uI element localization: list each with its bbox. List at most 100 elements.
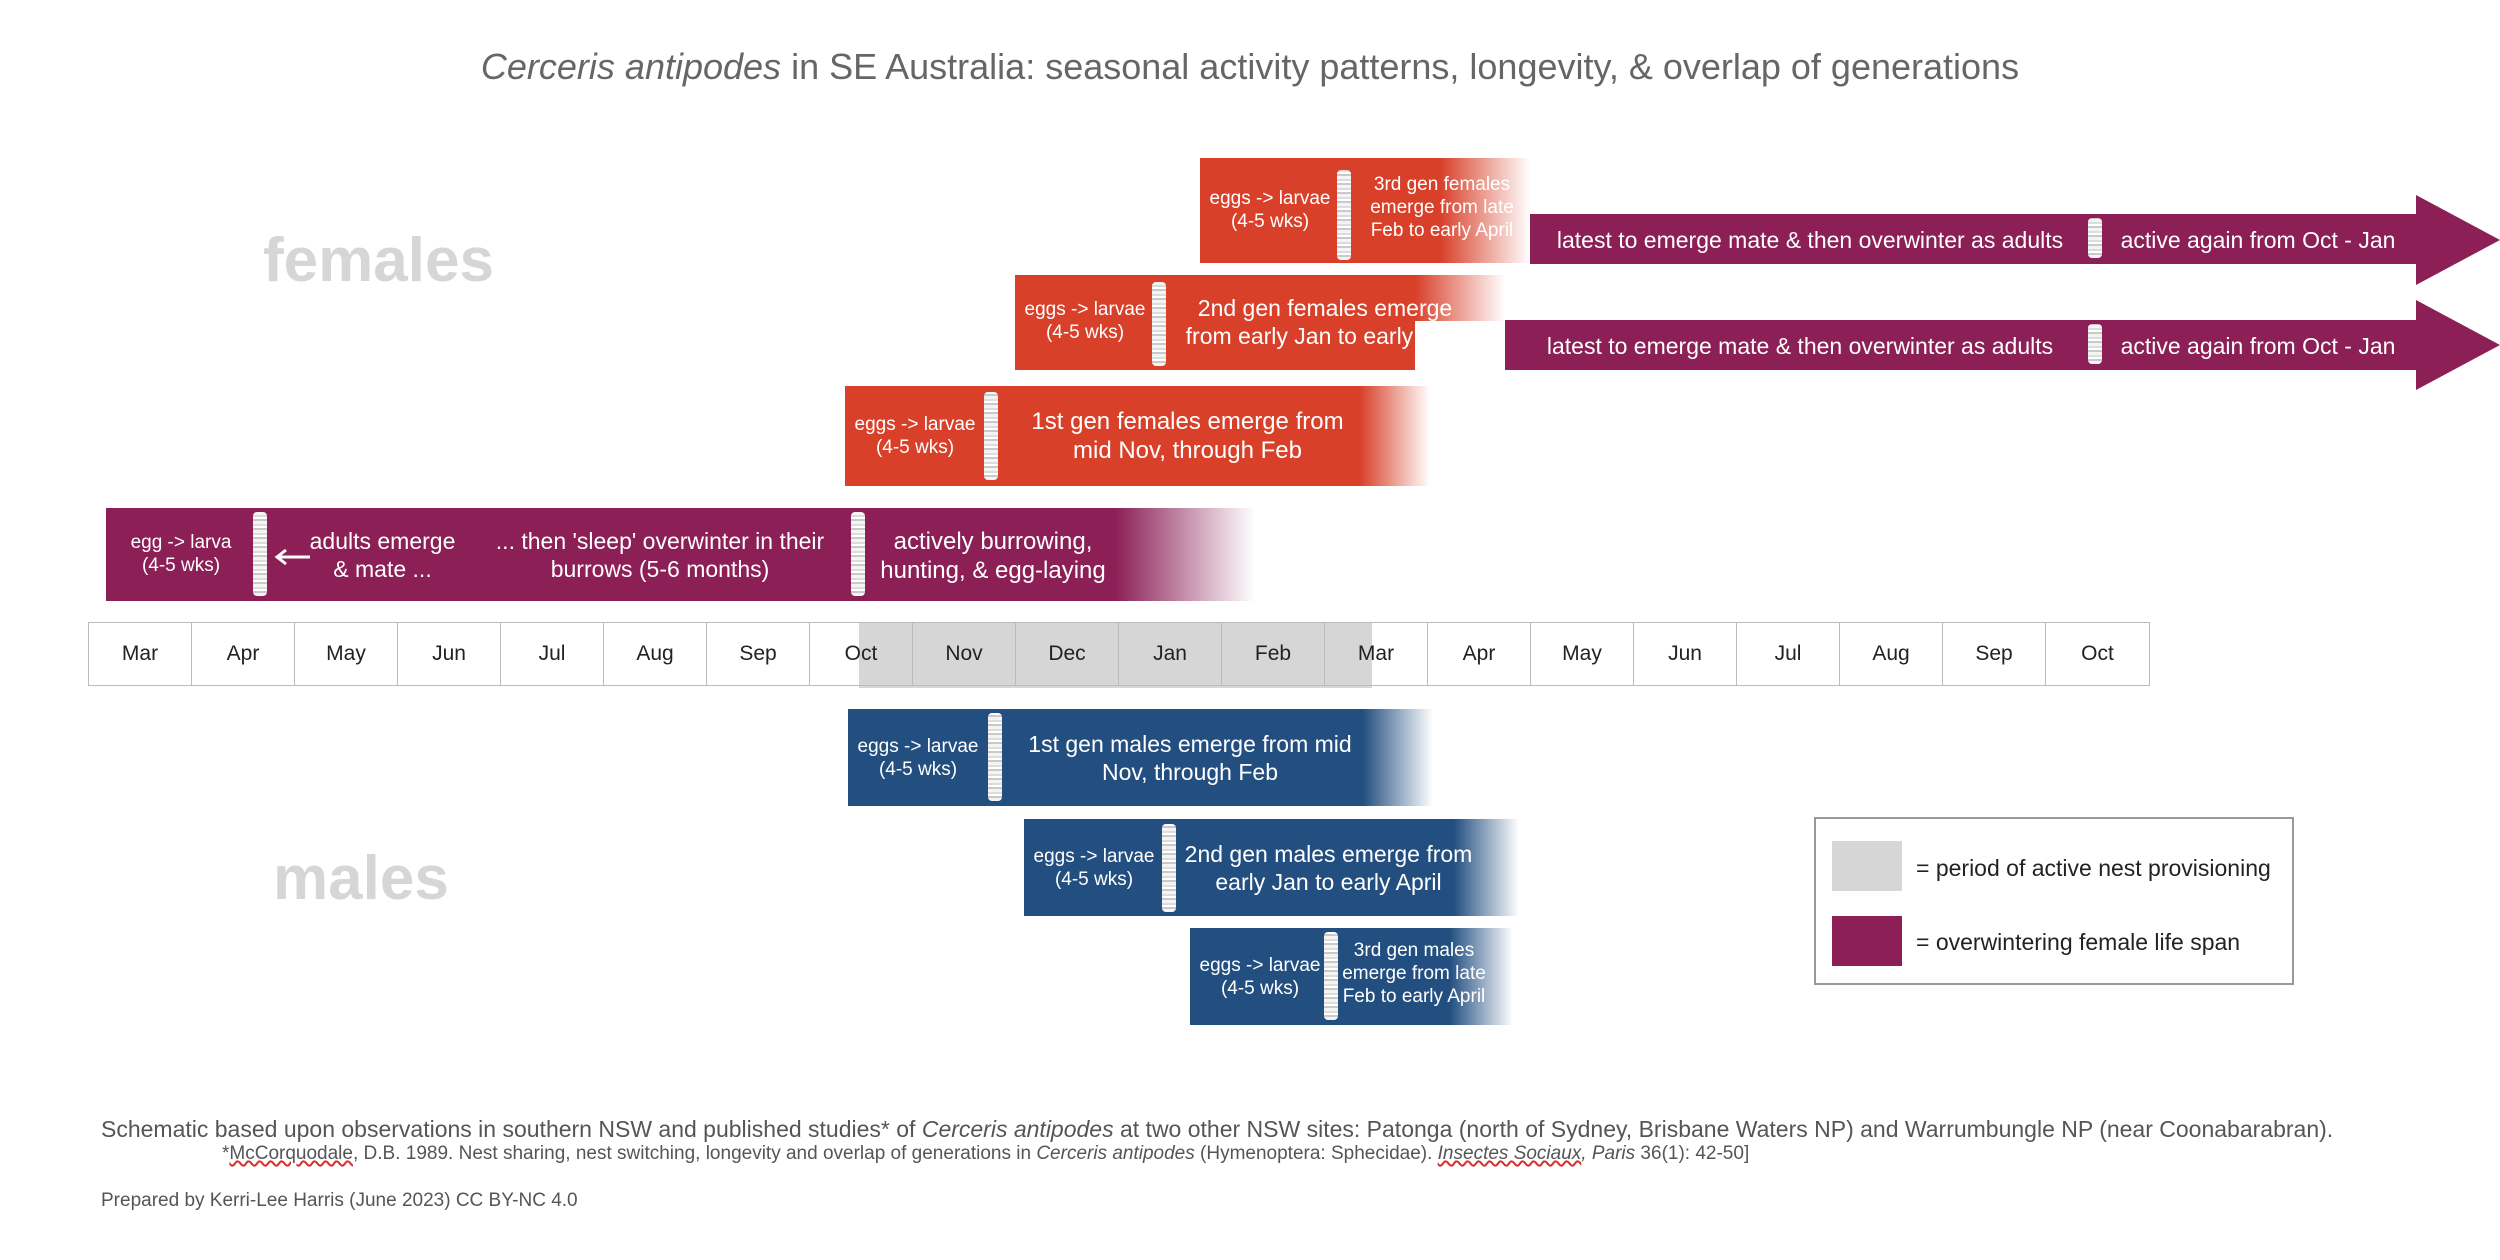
female-overwinter-active-line2: hunting, & egg-laying [880, 556, 1106, 584]
male-gen3-egg: eggs -> larvae (4-5 wks) [1190, 928, 1330, 1025]
female-gen3-egg-duration: (4-5 wks) [1230, 210, 1310, 232]
legend-provisioning-label: = period of active nest provisioning [1916, 855, 2271, 881]
back-arrow-icon [274, 548, 310, 566]
title-species: Cerceris antipodes [480, 46, 782, 87]
male-gen1-line1: 1st gen males emerge from mid [1028, 731, 1352, 757]
citation: *McCorquodale, D.B. 1989. Nest sharing, … [222, 1143, 1750, 1164]
female-gen2-egg-duration: (4-5 wks) [1045, 321, 1125, 343]
female-gen3-bar [1200, 158, 1440, 263]
legend: = period of active nest provisioning = o… [1814, 817, 2294, 985]
male-gen1-bar [848, 709, 1363, 806]
female-overwinter-egg-label: egg -> larva [130, 532, 232, 553]
female-gen3-again: active again from Oct - Jan [2108, 214, 2408, 264]
month-cell: Aug [604, 622, 707, 686]
citation-journal-place: , Paris [1581, 1143, 1636, 1164]
male-gen1-separator [988, 713, 1002, 801]
female-gen2-egg: eggs -> larvae (4-5 wks) [1015, 275, 1155, 370]
female-gen3-egg: eggs -> larvae (4-5 wks) [1200, 158, 1340, 263]
male-gen2-separator [1162, 824, 1176, 912]
female-overwinter-emerge-line1: adults emerge [309, 528, 456, 554]
female-gen2-line1: 2nd gen females emerge [1197, 295, 1453, 321]
month-cell: Nov [913, 622, 1016, 686]
females-label: females [263, 226, 494, 295]
male-gen3-fade [1450, 928, 1513, 1025]
female-gen1-line1: 1st gen females emerge from [1031, 408, 1344, 435]
male-gen1-egg: eggs -> larvae (4-5 wks) [848, 709, 988, 806]
female-gen2-arrow-head [2416, 300, 2500, 390]
month-cell: Feb [1222, 622, 1325, 686]
female-gen2-egg-label: eggs -> larvae [1024, 299, 1146, 320]
female-gen2-bar [1015, 275, 1415, 370]
female-gen1-line2: mid Nov, through Feb [1073, 436, 1302, 464]
female-gen3-fade [1440, 158, 1530, 263]
month-cell: Apr [1428, 622, 1531, 686]
female-gen1-egg: eggs -> larvae (4-5 wks) [845, 386, 985, 486]
schematic-note: Schematic based upon observations in sou… [101, 1116, 2481, 1143]
male-gen2-fade [1454, 819, 1519, 916]
female-gen2-emergence: 2nd gen females emerge from early Jan to … [1170, 275, 1480, 370]
month-cell: May [295, 622, 398, 686]
male-gen1-emergence: 1st gen males emerge from mid Nov, throug… [1005, 709, 1375, 806]
legend-swatch-provisioning [1832, 841, 1902, 891]
month-cell: Mar [1325, 622, 1428, 686]
female-overwinter-active-line1: actively burrowing, [893, 528, 1093, 555]
female-gen1-bar [845, 386, 1360, 486]
female-gen1-egg-label: eggs -> larvae [854, 414, 976, 435]
female-gen2-again: active again from Oct - Jan [2108, 320, 2408, 370]
month-cell: Dec [1016, 622, 1119, 686]
female-gen3-egg-label: eggs -> larvae [1209, 188, 1331, 209]
female-gen3-tail: latest to emerge mate & then overwinter … [1530, 214, 2090, 264]
month-cell: Apr [192, 622, 295, 686]
female-gen2-separator [1152, 282, 1166, 366]
month-cell: Aug [1840, 622, 1943, 686]
female-gen1-fade [1360, 386, 1430, 486]
female-overwinter-egg-duration: (4-5 wks) [141, 554, 221, 576]
citation-journal: Insectes Sociaux [1437, 1143, 1582, 1164]
male-gen3-egg-label: eggs -> larvae [1199, 955, 1321, 976]
month-cell: Oct [2046, 622, 2150, 686]
female-gen1-egg-duration: (4-5 wks) [875, 436, 955, 458]
female-gen2-line2: from early Jan to early April [1185, 322, 1465, 349]
male-gen3-line1: 3rd gen males [1353, 940, 1475, 961]
female-gen2-tail: latest to emerge mate & then overwinter … [1510, 320, 2090, 370]
month-timeline: Mar Apr May Jun Jul Aug Sep Oct Nov Dec … [88, 622, 2150, 688]
female-gen2-fade [1415, 275, 1505, 321]
schematic-note-species: Cerceris antipodes [921, 1116, 1114, 1142]
male-gen3-separator [1324, 932, 1338, 1020]
female-overwinter-separator-2 [851, 512, 865, 596]
female-gen2-tail-separator [2088, 324, 2102, 364]
month-cell: Jul [1737, 622, 1840, 686]
citation-species: Cerceris antipodes [1036, 1143, 1195, 1164]
male-gen2-emergence: 2nd gen males emerge from early Jan to ea… [1176, 819, 1481, 916]
schematic-note-b: at two other NSW sites: Patonga (north o… [1113, 1116, 2334, 1142]
female-overwinter-active: actively burrowing, hunting, & egg-laying [868, 508, 1118, 601]
female-gen1-separator [984, 392, 998, 480]
male-gen3-line3: Feb to early April [1342, 985, 1486, 1007]
legend-overwintering-label: = overwintering female life span [1916, 929, 2241, 955]
female-overwinter-emerge: adults emerge & mate ... [300, 508, 465, 601]
female-gen3-line2: emerge from late [1370, 196, 1514, 218]
male-gen2-line2: early Jan to early April [1215, 868, 1442, 895]
male-gen2-line1: 2nd gen males emerge from [1184, 841, 1473, 867]
female-overwinter-sleep-line2: burrows (5-6 months) [550, 555, 770, 582]
female-gen2-overwinter-bar [1505, 320, 2420, 370]
male-gen3-line2: emerge from late [1342, 962, 1486, 984]
month-cell: Jul [501, 622, 604, 686]
title-rest: in SE Australia: seasonal activity patte… [781, 46, 2020, 87]
month-cell: May [1531, 622, 1634, 686]
female-gen2-tail-text: latest to emerge mate & then overwinter … [1546, 333, 2054, 359]
citation-c: 36(1): 42-50] [1635, 1143, 1750, 1164]
female-gen3-separator [1337, 170, 1351, 260]
male-gen3-egg-duration: (4-5 wks) [1220, 977, 1300, 999]
male-gen2-egg-label: eggs -> larvae [1033, 846, 1155, 867]
citation-author: McCorquodale [229, 1143, 353, 1164]
female-overwinter-sleep-line1: ... then 'sleep' overwinter in their [495, 528, 825, 554]
month-cell: Sep [1943, 622, 2046, 686]
chart-title: Cerceris antipodes in SE Australia: seas… [0, 46, 2500, 88]
female-gen3-emergence: 3rd gen females emerge from late Feb to ea… [1352, 158, 1532, 263]
citation-a: , D.B. 1989. Nest sharing, nest switchin… [352, 1143, 1037, 1164]
schematic-note-a: Schematic based upon observations in sou… [101, 1116, 922, 1142]
provisioning-period-shade [859, 622, 1372, 688]
female-gen3-overwinter-bar [1530, 214, 2420, 264]
female-overwinter-bar [106, 508, 1116, 601]
